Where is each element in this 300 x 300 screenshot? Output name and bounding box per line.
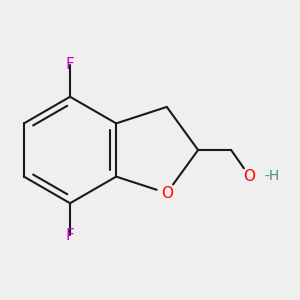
Text: O: O xyxy=(161,186,173,201)
Text: F: F xyxy=(66,57,74,72)
Text: F: F xyxy=(66,228,74,243)
Text: O: O xyxy=(243,169,255,184)
Text: -H: -H xyxy=(264,169,280,183)
